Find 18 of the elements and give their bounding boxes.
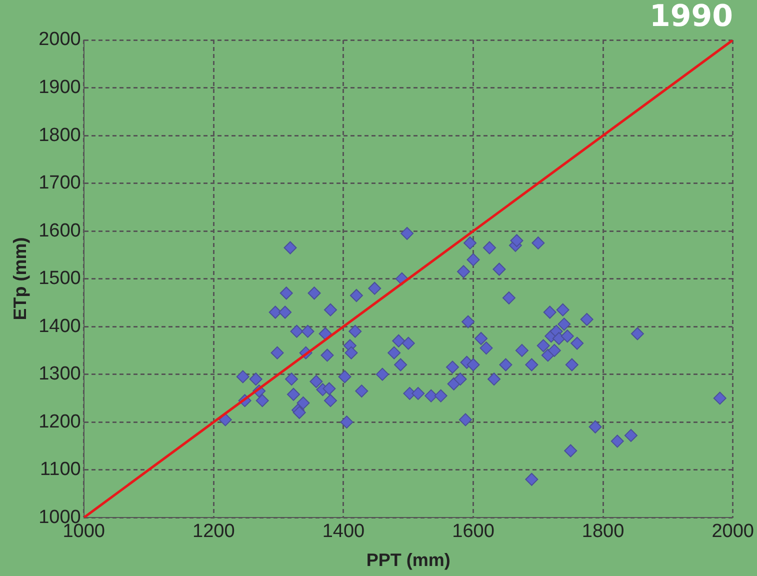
y-tick-label: 1500	[38, 268, 81, 290]
y-axis-title: ETp (mm)	[10, 237, 30, 320]
x-tick-label: 2000	[712, 521, 754, 542]
x-tick-label: 1600	[452, 521, 494, 542]
y-tick-label: 1900	[38, 76, 81, 98]
chart-title: 1990	[650, 0, 733, 34]
x-axis-title: PPT (mm)	[366, 550, 450, 570]
y-tick-label: 1200	[38, 411, 81, 432]
y-tick-label: 1800	[38, 124, 81, 146]
y-tick-label: 1100	[40, 459, 81, 480]
x-tick-label: 1200	[192, 521, 235, 542]
y-tick-label: 1700	[38, 172, 81, 194]
x-tick-label: 1800	[582, 521, 624, 542]
x-tick-label: 1400	[322, 521, 365, 542]
y-tick-label: 1600	[38, 220, 81, 242]
y-tick-label: 1400	[38, 316, 81, 337]
y-tick-label: 2000	[38, 29, 81, 50]
y-tick-label: 1300	[38, 364, 81, 385]
